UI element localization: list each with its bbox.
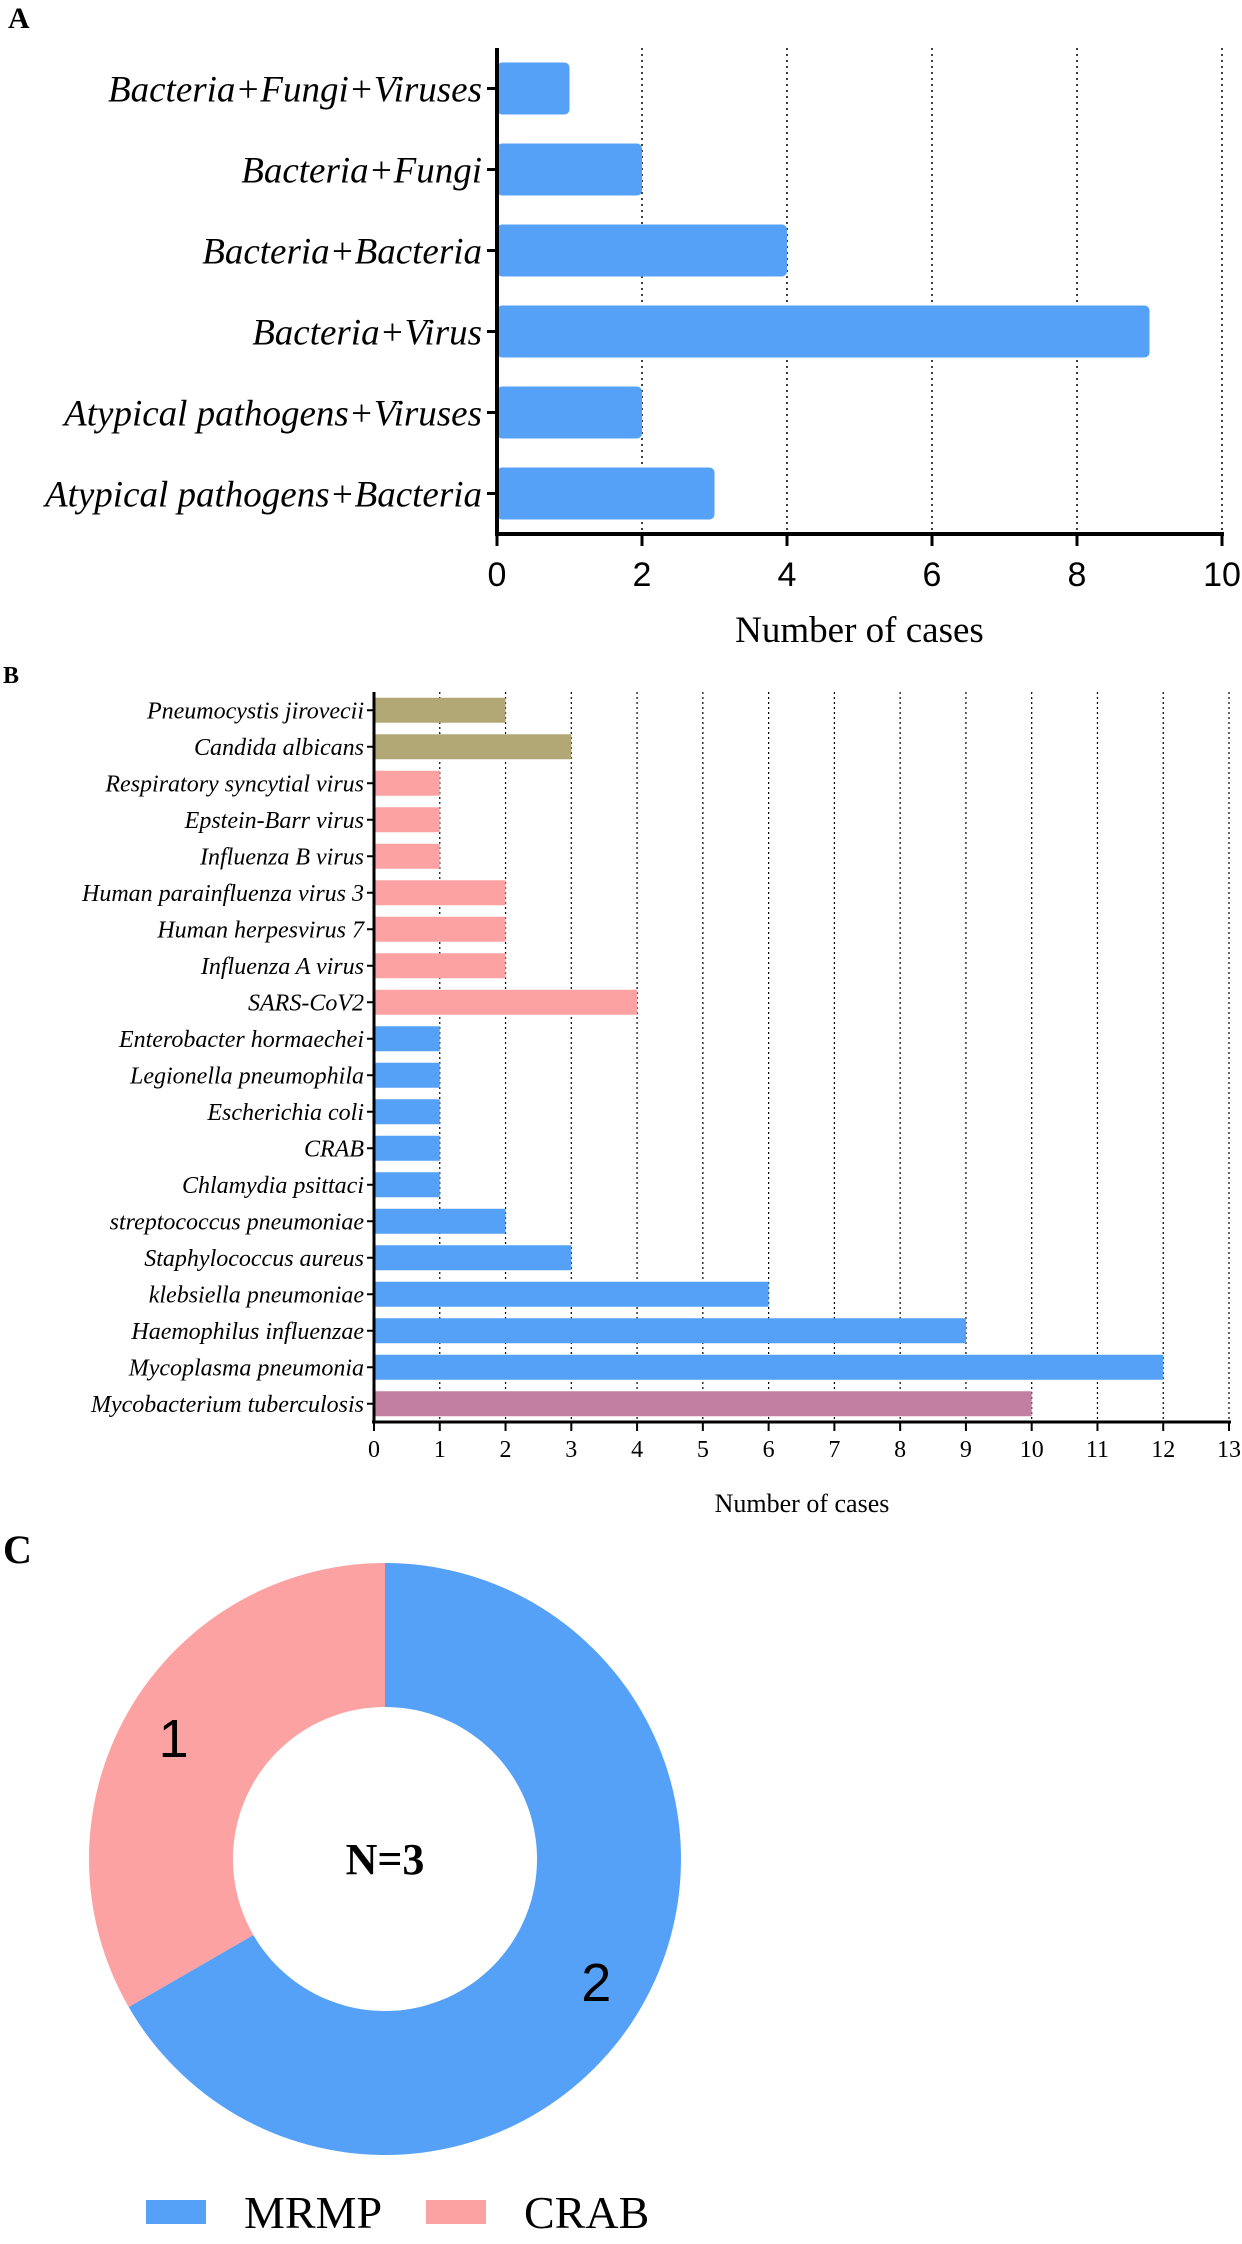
tick-label-b: 6 [763,1437,775,1463]
tick-label-b: 12 [1151,1437,1175,1463]
tick-label-b: 5 [697,1437,709,1463]
tick-label-b: 8 [894,1437,906,1463]
tick-label-b: 7 [828,1437,840,1463]
category-label-b: Escherichia coli [206,1100,364,1126]
bar-a [497,467,715,520]
tick-label-b: 4 [631,1437,643,1463]
bar-b [374,989,638,1015]
category-label-b: Candida albicans [194,735,364,761]
chart-a: Bacteria+Fungi+Viruses Bacteria+Fungi Bact… [42,48,1241,651]
panel-b-letter: B [3,663,19,689]
bar-b [374,1026,440,1052]
bar-b [374,734,572,760]
legend-swatch [146,2200,206,2224]
bar-b [374,1391,1032,1417]
panel-c-letter: C [3,1527,32,1572]
category-label-a: Bacteria+Fungi+Viruses [108,70,482,111]
chart-b: Pneumocystis jirovecii Candida albicans Re… [81,692,1241,1518]
category-label-a: Atypical pathogens+Viruses [61,394,482,435]
bar-b [374,770,440,796]
x-axis-title-a: Number of cases [735,610,984,651]
bar-b [374,953,506,979]
category-label-a: Bacteria+Fungi [241,151,482,192]
category-label-b: klebsiella pneumoniae [149,1282,365,1308]
slice-value-label: 1 [159,1709,189,1769]
tick-label-b: 13 [1217,1437,1241,1463]
category-label-b: Chlamydia psittaci [182,1173,364,1199]
donut-slice [128,1563,681,2155]
bar-a [497,224,787,277]
category-label-b: Enterobacter hormaechei [118,1027,364,1053]
donut-slice [89,1563,385,2007]
legend-swatch [426,2200,486,2224]
category-label-b: Influenza B virus [199,844,364,870]
category-label-a: Bacteria+Virus [252,313,482,354]
category-label-b: Epstein-Barr virus [184,808,364,834]
category-label-b: Legionella pneumophila [129,1063,364,1089]
bar-b [374,1354,1164,1380]
category-label-b: streptococcus pneumoniae [110,1209,365,1235]
slice-value-label: 2 [581,1953,611,2013]
legend-label: CRAB [524,2187,649,2238]
panel-a-letter: A [8,2,30,35]
category-label-b: Haemophilus influenzae [130,1319,364,1345]
bar-b [374,1062,440,1088]
category-label-b: CRAB [304,1136,364,1162]
tick-label-a: 10 [1203,556,1241,594]
tick-label-b: 2 [500,1437,512,1463]
tick-label-b: 10 [1020,1437,1044,1463]
tick-label-a: 4 [778,556,797,594]
tick-label-b: 9 [960,1437,972,1463]
tick-label-b: 1 [434,1437,446,1463]
tick-label-a: 8 [1068,556,1087,594]
donut-center-label: N=3 [346,1835,425,1884]
bar-b [374,916,506,942]
tick-label-a: 2 [633,556,652,594]
category-label-b: Mycoplasma pneumonia [128,1355,364,1381]
bar-b [374,1099,440,1125]
tick-label-a: 0 [488,556,507,594]
category-label-b: Human herpesvirus 7 [156,917,365,943]
bar-a [497,62,570,115]
bar-a [497,305,1150,358]
category-label-b: Human parainfluenza virus 3 [81,881,364,907]
category-label-b: Respiratory syncytial virus [104,771,364,797]
bar-b [374,1135,440,1161]
tick-label-b: 0 [368,1437,380,1463]
category-label-b: Mycobacterium tuberculosis [90,1392,364,1418]
category-label-b: Staphylococcus aureus [144,1246,364,1272]
bar-b [374,1318,966,1344]
bar-b [374,807,440,833]
chart-c: 2 1 N=3 MRMP CRAB [89,1563,681,2238]
bar-a [497,143,642,196]
tick-label-b: 3 [565,1437,577,1463]
category-label-b: SARS-CoV2 [248,990,364,1016]
tick-label-a: 6 [923,556,942,594]
bar-b [374,1281,769,1307]
category-label-a: Atypical pathogens+Bacteria [42,475,482,516]
legend-label: MRMP [244,2187,382,2238]
tick-label-b: 11 [1086,1437,1109,1463]
bar-b [374,880,506,906]
category-label-b: Influenza A virus [200,954,364,980]
bar-b [374,1208,506,1234]
category-label-a: Bacteria+Bacteria [202,232,482,273]
category-label-b: Pneumocystis jirovecii [146,698,364,724]
bar-b [374,1172,440,1198]
bar-b [374,697,506,723]
bar-b [374,1245,572,1271]
x-axis-title-b: Number of cases [715,1489,890,1518]
bar-b [374,843,440,869]
bar-a [497,386,642,439]
